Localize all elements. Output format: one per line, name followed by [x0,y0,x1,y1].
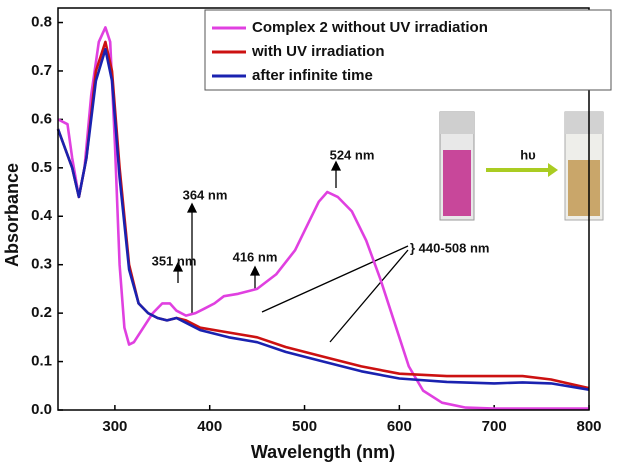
legend-label: after infinite time [252,67,373,84]
x-tick-label: 300 [102,418,127,435]
y-tick-label: 0.1 [31,353,52,370]
legend-label: Complex 2 without UV irradiation [252,19,488,36]
legend: Complex 2 without UV irradiation with UV … [205,10,611,90]
chart: Absorbance Wavelength (nm) 0.0 0.1 0.2 0.3 0… [0,0,617,469]
y-tick-label: 0.6 [31,110,52,127]
x-tick-label: 400 [197,418,222,435]
legend-label: with UV irradiation [251,43,385,60]
annotation: 364 nm [183,187,228,202]
annotation: hυ [520,147,536,162]
y-axis-label: Absorbance [2,163,22,267]
y-tick-label: 0.5 [31,159,52,176]
x-tick-label: 600 [387,418,412,435]
vial-inset [440,112,603,220]
annotation: 351 nm [152,253,197,268]
y-tick-label: 0.3 [31,256,52,273]
x-tick-label: 800 [576,418,601,435]
annotation: 524 nm [330,147,375,162]
x-axis-label: Wavelength (nm) [251,442,395,462]
y-tick-label: 0.4 [31,207,53,224]
y-tick-label: 0.2 [31,304,52,321]
annotation: } 440-508 nm [410,240,490,255]
y-tick-label: 0.7 [31,62,52,79]
x-tick-label: 500 [292,418,317,435]
annotation: 416 nm [233,249,278,264]
x-tick-label: 700 [482,418,507,435]
y-tick-label: 0.8 [31,13,52,30]
y-tick-label: 0.0 [31,401,52,418]
